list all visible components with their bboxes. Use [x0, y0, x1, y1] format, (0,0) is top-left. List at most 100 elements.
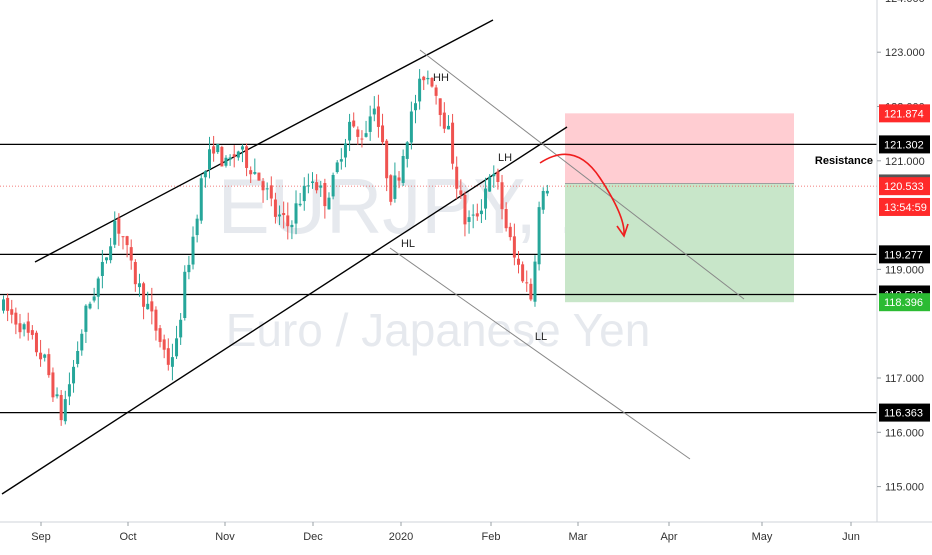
candle	[216, 143, 220, 154]
candle	[191, 226, 195, 270]
channel-lower-line[interactable]	[1, 126, 568, 495]
candle	[479, 199, 483, 224]
label-resistance: Resistance	[815, 155, 873, 167]
candle	[311, 172, 314, 189]
candle	[484, 177, 488, 220]
candle	[121, 236, 125, 250]
candle	[47, 348, 51, 378]
price-tag-box	[879, 197, 930, 216]
candle	[422, 75, 426, 91]
price-tags: 121.874121.302120.583120.53313:54:59119.…	[879, 104, 930, 422]
candle	[269, 176, 273, 207]
candle	[545, 184, 549, 197]
stop-loss-zone[interactable]	[565, 113, 794, 184]
candle	[508, 222, 512, 241]
price-tick-label: 117.000	[885, 373, 924, 385]
candle	[414, 94, 417, 124]
candle	[72, 359, 76, 393]
candle	[224, 155, 228, 168]
time-tick-label: Sep	[31, 531, 51, 543]
candle	[199, 174, 203, 224]
take-profit-zone[interactable]	[565, 183, 794, 303]
candle	[381, 113, 385, 145]
candle	[360, 130, 364, 148]
candle	[240, 144, 244, 163]
price-tag-box	[879, 403, 930, 422]
price-tag[interactable]: 13:54:59	[879, 197, 930, 216]
candle	[10, 299, 14, 324]
candle	[76, 341, 80, 368]
candle	[496, 168, 500, 190]
candle	[228, 154, 232, 166]
candle	[22, 322, 26, 337]
candle	[463, 191, 467, 237]
candle	[109, 237, 113, 264]
candle	[459, 179, 463, 200]
candle	[265, 182, 269, 201]
candle	[409, 101, 413, 150]
candle	[67, 372, 71, 406]
candle	[187, 255, 191, 280]
candle	[529, 278, 533, 302]
candle	[203, 170, 207, 188]
label-lower-low: LL	[535, 331, 547, 343]
watermark-name: Euro / Japanese Yen	[226, 304, 651, 356]
time-tick-label: Oct	[119, 531, 136, 543]
time-tick-label: 2020	[389, 531, 413, 543]
price-tag[interactable]: 120.533	[879, 177, 930, 196]
descending-support-line[interactable]	[389, 247, 691, 460]
candle	[2, 295, 5, 314]
candle	[249, 166, 253, 184]
candle	[30, 325, 34, 340]
candle	[438, 98, 442, 127]
candle	[537, 201, 541, 271]
candle	[430, 77, 434, 88]
candle	[467, 210, 471, 234]
candle	[179, 313, 183, 345]
candle	[451, 113, 455, 170]
candle	[517, 250, 520, 274]
price-tag[interactable]: 119.277	[879, 245, 930, 264]
candle	[55, 387, 59, 399]
candle	[323, 178, 327, 219]
candle	[471, 204, 475, 229]
candle	[63, 390, 67, 425]
candle	[34, 330, 38, 357]
candle	[331, 172, 335, 200]
channel-upper-line[interactable]	[34, 19, 494, 263]
candle	[6, 293, 10, 322]
price-tag[interactable]: 116.363	[879, 403, 930, 422]
price-tick-label: 123.000	[885, 47, 925, 59]
candle	[117, 213, 121, 246]
candle	[426, 70, 430, 85]
candle	[364, 120, 368, 138]
candle	[273, 192, 277, 224]
candlestick-series	[2, 69, 549, 426]
candle	[339, 148, 343, 170]
label-higher-high: HH	[433, 72, 449, 84]
price-tag-label: 119.277	[884, 249, 923, 261]
price-tag[interactable]: 121.874	[879, 104, 930, 123]
price-tick-label: 121.000	[885, 156, 925, 168]
candle	[236, 150, 240, 161]
candle	[504, 202, 508, 232]
candle	[434, 84, 438, 105]
price-tag[interactable]: 121.302	[879, 135, 930, 154]
price-tag-label: 118.396	[884, 297, 923, 309]
candle	[232, 145, 236, 168]
price-tag-box	[879, 104, 930, 123]
projection-arrowhead-icon	[616, 223, 629, 238]
candle	[175, 325, 179, 359]
price-axis[interactable]: 124.000123.000122.000121.000119.000117.0…	[877, 0, 925, 494]
candle	[125, 235, 129, 258]
candle	[533, 255, 537, 307]
time-axis[interactable]: Sep Oct Nov Dec 2020 Feb Mar Apr May Jun	[31, 522, 860, 543]
candle	[521, 261, 525, 283]
descending-resistance-line[interactable]	[419, 49, 745, 300]
price-tag[interactable]: 118.396	[879, 293, 930, 312]
candle	[162, 334, 166, 359]
projection-arrow	[539, 153, 625, 235]
candle	[105, 257, 108, 264]
